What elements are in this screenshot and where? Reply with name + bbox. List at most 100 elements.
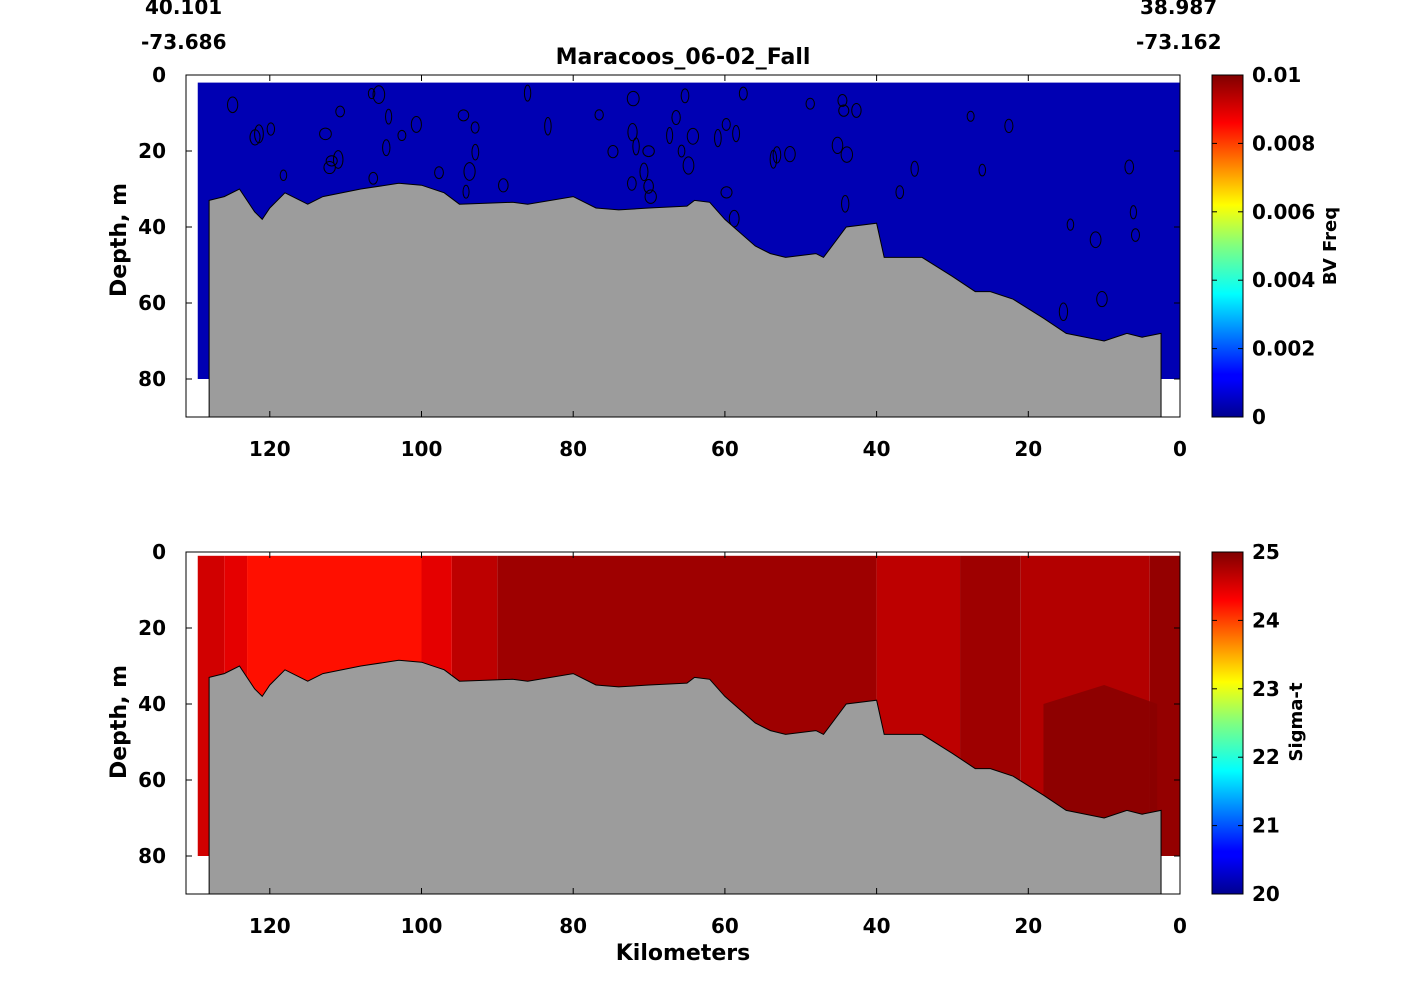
x-tick-label: 20 [1014,437,1042,461]
bv-contour-loop [1004,118,1014,134]
bv-contour-loop [279,169,288,182]
y-tick-label: 40 [138,215,166,239]
sigma-t-colorbar-ticks: 20 21 22 23 24 25 [1212,540,1280,906]
bv-contour-loop [910,160,919,177]
bv-contour-loop [382,139,391,157]
bv-contour-loop [368,171,379,185]
sigma-t-colorbar [1211,551,1244,895]
bv-contour-loop [319,127,332,141]
x-tick-label: 60 [711,914,739,938]
bv-contour-loop [471,143,480,161]
bv-contour-loop [682,156,695,175]
bv-contour-loop [463,162,476,181]
x-tick-label: 120 [249,914,291,938]
x-tick-label: 40 [863,914,891,938]
x-tick-label: 100 [401,914,443,938]
bv-contour-loop [772,146,782,164]
bv-contour-loop [851,102,862,118]
colorbar-tick-label: 0.006 [1252,200,1315,224]
bv-contour-loop [1096,291,1108,308]
bv-contour-loop [1124,159,1135,175]
bv-contour-loop [266,122,276,136]
bv-contour-loop [838,104,850,117]
bv-contour-loop [671,109,681,126]
bv-contour-loop [680,88,690,104]
bv-contour-loop [462,184,470,199]
bv-freq-colorbar-title: BV Freq [1320,207,1341,285]
bv-contour-loop [831,136,844,154]
x-tick-label: 0 [1173,437,1187,461]
x-axis-title: Kilometers [616,941,750,966]
bv-contour-loop [642,145,655,158]
sigma-t-ticks: 120 100 80 60 40 20 0 0 20 40 60 80 [138,540,1187,938]
bv-contour-loop [544,117,552,136]
sigma-t-colorbar-title: Sigma-t [1286,682,1307,761]
x-tick-label: 80 [559,437,587,461]
figure-title: Maracoos_06-02_Fall [556,45,811,70]
bv-contour-loop [841,194,850,213]
y-tick-label: 40 [138,692,166,716]
bv-contour-loop [714,129,722,148]
bv-freq-ticks: 120 100 80 60 40 20 0 0 20 40 60 80 [138,63,1187,461]
end-lat-label: 38.987 [1140,0,1218,19]
y-tick-label: 80 [138,844,166,868]
y-tick-label: 20 [138,616,166,640]
x-tick-label: 80 [559,914,587,938]
bv-contour-loop [738,86,748,101]
bv-contour-loop [644,189,657,204]
bv-contour-loop [523,84,532,102]
bv-contour-loop [332,150,344,169]
bv-contour-loop [372,85,386,105]
bv-contour-loop [470,121,480,134]
bv-contour-loop [325,155,338,167]
bv-contour-loop [784,145,796,163]
colorbar-tick-label: 24 [1252,608,1280,632]
x-tick-label: 60 [711,437,739,461]
bv-contour-loop [966,110,975,122]
bv-contour-loop [769,149,778,169]
bv-contour-loop [227,96,239,114]
bv-contour-loop [721,118,731,131]
bv-freq-colorbar-ticks: 0 0.002 0.004 0.006 0.008 0.01 [1212,63,1315,429]
colorbar-tick-label: 0.004 [1252,268,1315,292]
start-lat-label: 40.101 [145,0,223,19]
bv-contour-loop [626,90,640,107]
bv-contour-loop [335,105,345,118]
bv-contour-loop [666,126,674,144]
bv-freq-axes-frame [185,74,1181,418]
colorbar-tick-label: 0 [1252,405,1266,429]
y-tick-label: 60 [138,291,166,315]
colorbar-tick-label: 0.01 [1252,63,1301,87]
bv-contour-loop [385,108,393,125]
bv-contour-loop [720,186,733,199]
bv-contour-loop [978,163,987,177]
x-tick-label: 100 [401,437,443,461]
colorbar-tick-label: 0.002 [1252,337,1315,361]
sigma-t-panel: 120 100 80 60 40 20 0 0 20 40 60 80 Depth, m Kilome… [107,540,1307,966]
bv-contour-loop [837,94,848,107]
bv-contour-loop [627,123,638,142]
bv-contour-loop [1058,302,1069,322]
bv-freq-colorbar [1211,74,1244,418]
x-tick-label: 40 [863,437,891,461]
end-lon-label: -73.162 [1136,30,1222,54]
bv-contour-loop [254,124,264,144]
y-tick-label: 0 [152,540,166,564]
bv-contour-loop [1089,231,1102,249]
bv-contour-loop [1130,228,1140,242]
bv-contour-loop [410,115,422,133]
bv-freq-y-axis-title: Depth, m [107,183,132,297]
bv-contour-loop [367,87,376,100]
bv-contour-loop [626,176,637,191]
sigma-t-plot-area [197,555,1180,894]
y-tick-label: 20 [138,139,166,163]
colorbar-tick-label: 21 [1252,814,1280,838]
seafloor-terrain [208,182,1162,417]
colorbar-tick-label: 0.008 [1252,131,1315,155]
bv-contour-loop [397,129,407,142]
bv-contour-loop [895,185,905,200]
sigma-t-y-axis-title: Depth, m [107,665,132,779]
y-tick-label: 0 [152,63,166,87]
x-tick-label: 0 [1173,914,1187,938]
